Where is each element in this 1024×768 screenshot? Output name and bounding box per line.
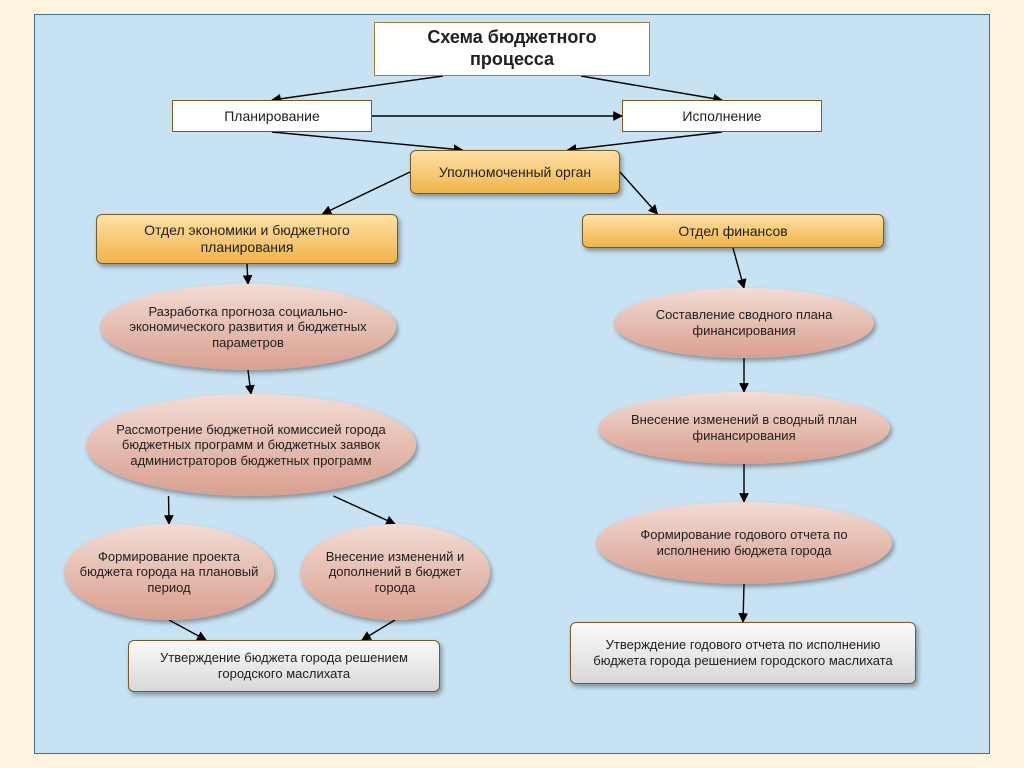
node-e_right1: Составление сводного плана финансировани…	[614, 288, 874, 358]
node-e_left2: Рассмотрение бюджетной комиссией города …	[86, 394, 416, 496]
node-exec: Исполнение	[622, 100, 822, 132]
node-e_left3b: Внесение изменений и дополнений в бюджет…	[300, 524, 490, 620]
node-dept_econ: Отдел экономики и бюджетного планировани…	[96, 214, 398, 264]
node-g_right: Утверждение годового отчета по исполнени…	[570, 622, 916, 684]
node-e_left1: Разработка прогноза социально-экономичес…	[100, 284, 396, 370]
diagram-stage: Схема бюджетного процессаПланирование Исп…	[0, 0, 1024, 768]
node-g_left: Утверждение бюджета города решением горо…	[128, 640, 440, 692]
node-title: Схема бюджетного процесса	[374, 22, 650, 76]
node-organ: Уполномоченный орган	[410, 150, 620, 194]
node-e_right3: Формирование годового отчета по исполнен…	[596, 502, 892, 584]
node-plan: Планирование	[172, 100, 372, 132]
node-e_right2: Внесение изменений в сводный план финанс…	[598, 392, 890, 464]
node-e_left3a: Формирование проекта бюджета города на п…	[64, 524, 274, 620]
node-dept_fin: Отдел финансов	[582, 214, 884, 248]
